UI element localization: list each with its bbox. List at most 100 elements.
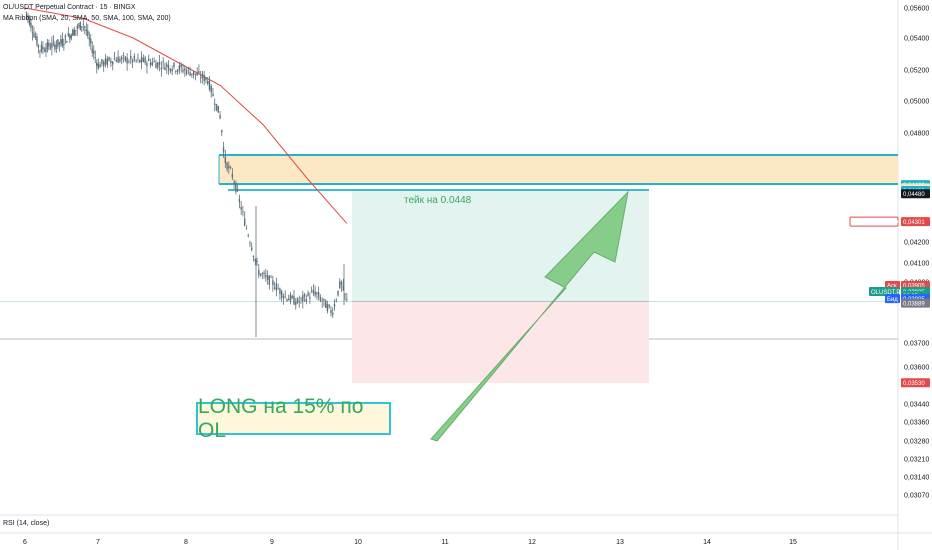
candle-body [73,29,76,36]
candle-body [160,67,163,70]
candle-body [101,59,103,64]
stop-loss-zone [352,301,649,383]
candle-body [151,62,154,65]
candle-body [305,298,308,302]
candle-body [261,273,263,275]
candle-body [90,38,92,44]
time-axis-label: 9 [270,539,274,546]
candle-body [266,275,269,280]
price-tag-text: MA Ribbon:MA #4 [852,220,901,226]
candle-body [155,63,157,69]
candle-body [64,35,67,38]
candle-body [91,48,93,53]
price-axis-label: 0,05000 [904,99,929,106]
candle-body [207,81,209,84]
candle-body [55,45,58,48]
candle-body [81,26,83,28]
candle-body [34,36,37,38]
time-axis-label: 8 [184,539,188,546]
candle-body [265,275,267,277]
candle-body [252,256,255,257]
candle-body [337,290,339,296]
candle-body [124,56,127,61]
price-axis-label: 0,04800 [904,131,929,138]
candle-body [245,228,248,230]
candle-body [139,59,141,63]
candle-body [87,30,89,36]
candle-body [272,280,274,286]
candle-body [157,62,159,68]
rsi-label[interactable]: RSI (14, close) [3,520,50,527]
price-tag [885,294,900,304]
indicator-label[interactable]: MA Ribbon (SMA, 20, SMA, 50, SMA, 100, S… [3,15,171,22]
candle-body [298,301,300,303]
candle-body [158,62,161,65]
candle-body [243,218,246,226]
candle-body [228,165,230,169]
candle-body [326,304,329,312]
candle-body [277,288,279,290]
price-axis-label: 0,04100 [904,261,929,268]
candle-body [175,71,177,73]
ma200-line [24,7,348,224]
chart-title: OL/USDT Perpetual Contract · 15 · BINGX [3,4,136,11]
candle-body [214,103,216,105]
candle-body [57,39,59,47]
price-tag-text: Аск [887,284,897,290]
candle-body [189,72,191,76]
candle-body [88,37,90,40]
candle-body [185,70,188,75]
candle-body [284,295,286,297]
candle-body [84,26,86,28]
candle-body [67,33,70,37]
candle-body [275,283,278,291]
candle-body [319,297,322,301]
candle-body [302,295,304,302]
candle-body [166,64,168,67]
candle-body [238,198,241,203]
price-tag-text: Бид [887,297,898,303]
candle-body [54,44,56,50]
candle-body [28,18,31,25]
candle-body [330,309,332,314]
candle-body [346,299,348,300]
candle-body [169,69,172,72]
candle-body [43,50,46,52]
candle-body [142,57,145,62]
price-tag-text: 0,03530 [903,381,925,387]
price-axis-label: 0,03140 [904,475,929,482]
candle-body [339,281,341,288]
price-axis-label: 0,04200 [904,240,929,247]
price-tag [901,189,930,199]
candle-body [312,289,315,294]
candle-body [69,35,71,40]
candle-body [303,294,306,297]
candle-body [106,58,109,66]
candle-body [286,299,288,301]
resistance-zone [219,155,898,184]
candle-body [33,33,35,37]
candle-body [115,59,118,62]
candle-body [279,288,281,295]
candle-body [263,272,265,275]
time-axis-label: 6 [23,539,27,546]
candle-body [94,57,96,58]
price-axis-label: 0,03360 [904,420,929,427]
price-tag-text: OLUSDT.P [871,290,900,296]
candle-body [63,44,65,46]
candle-body [324,300,327,308]
candle-body [72,29,74,36]
candle-body [148,58,150,61]
candle-body [93,51,95,54]
candle-body [203,75,205,82]
price-axis-label: 0,03600 [904,365,929,372]
price-tag [901,298,930,308]
candle-body [256,261,258,263]
candle-body [99,64,101,68]
candle-body [217,105,219,113]
candle-body [259,273,262,276]
candle-body [137,57,139,59]
candle-body [288,299,290,301]
candle-body [48,43,50,48]
